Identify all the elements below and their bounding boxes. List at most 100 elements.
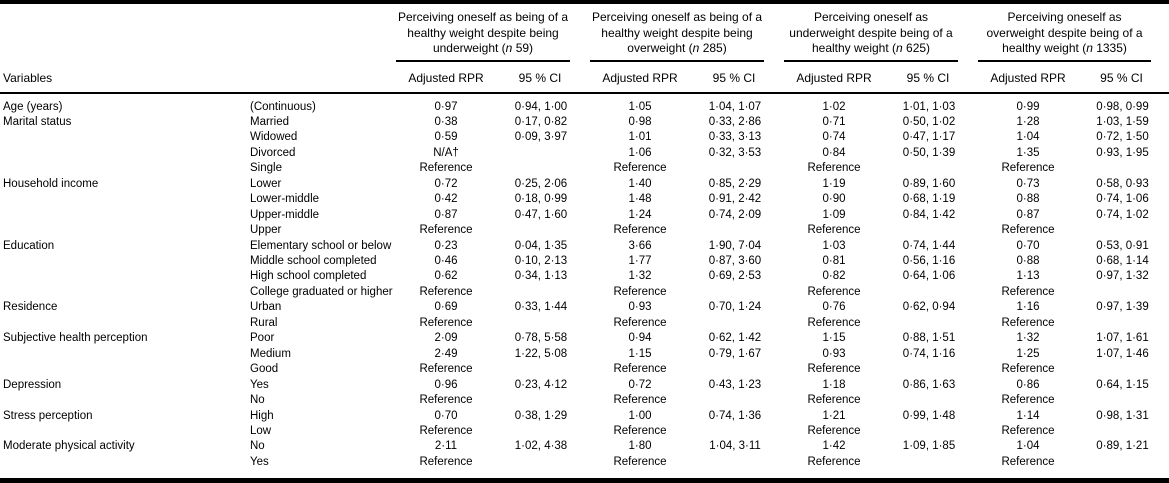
- row-category-label: Poor: [250, 332, 275, 345]
- ci-value: 1·04, 1·07: [708, 100, 762, 113]
- ci-value: [498, 146, 588, 161]
- adjusted-rpr-value: 0·46: [434, 255, 458, 268]
- adjusted-rpr-value: Reference: [1001, 224, 1055, 237]
- adjusted-rpr-value: Reference: [1001, 162, 1055, 175]
- row-variable-label: [0, 393, 250, 408]
- ci-value: 0·97, 1·32: [1096, 270, 1149, 283]
- ci-value: 0·62, 1·42: [708, 332, 762, 345]
- adjusted-rpr-value: 0·99: [1016, 100, 1040, 113]
- row-variable-label: [0, 208, 250, 223]
- group-title-2: Perceiving oneself as being of a healthy…: [590, 10, 765, 62]
- variables-header: Variables: [0, 61, 250, 94]
- ci-value: 0·62, 0·94: [902, 301, 956, 314]
- ci-value: 0·93, 1·95: [1096, 146, 1149, 159]
- adjusted-rpr-value: Reference: [613, 425, 667, 438]
- row-variable-label: [0, 362, 250, 377]
- ci-value: 0·74, 1·16: [902, 347, 956, 360]
- ci-value: 0·98, 0·99: [1096, 100, 1149, 113]
- row-variable-label: Depression: [3, 378, 62, 391]
- adjusted-rpr-value: 0·90: [822, 193, 846, 206]
- row-variable-label: [0, 254, 250, 269]
- ci-header-2: 95 % CI: [692, 61, 783, 94]
- ci-value: [1080, 285, 1169, 300]
- ci-value: 0·23, 4·12: [514, 378, 568, 391]
- table-row: Depression Yes 0·96 0·23, 4·12 0·72 0·43, 1·2…: [0, 378, 1169, 393]
- ci-value: 1·07, 1·61: [1096, 332, 1149, 345]
- ci-value: 1·02, 4·38: [514, 440, 568, 453]
- row-variable-label: [0, 269, 250, 284]
- table-row: Subjective health perception Poor 2·09 0·78…: [0, 331, 1169, 346]
- table-row: Rural Reference Reference Reference Referenc…: [0, 316, 1169, 331]
- adjusted-rpr-value: 1·48: [628, 193, 652, 206]
- column-header-row: Variables Adjusted RPR 95 % CI Adjusted …: [0, 61, 1169, 94]
- row-category-label: High: [250, 409, 274, 422]
- ci-value: [886, 316, 976, 331]
- row-category-label: Upper: [250, 224, 282, 237]
- adjusted-rpr-value: 1·40: [628, 177, 652, 190]
- row-variable-label: Stress perception: [3, 409, 93, 422]
- table-row: Household income Lower 0·72 0·25, 2·06 1·40 0…: [0, 177, 1169, 192]
- ci-value: [1080, 316, 1169, 331]
- adjusted-rpr-value: 0·42: [434, 193, 458, 206]
- adjusted-rpr-value: Reference: [807, 363, 861, 376]
- row-variable-label: [0, 223, 250, 238]
- adjusted-rpr-value: Reference: [613, 285, 667, 298]
- ci-value: 0·87, 3·60: [708, 255, 762, 268]
- row-category-label: Low: [250, 425, 272, 438]
- adjusted-rpr-value: 0·84: [822, 146, 846, 159]
- adjusted-rpr-value: Reference: [1001, 425, 1055, 438]
- group-header-spacer: [0, 4, 394, 62]
- adjusted-rpr-value: 1·19: [822, 177, 846, 190]
- adjusted-rpr-value: 1·80: [628, 440, 652, 453]
- table-row: Medium 2·49 1·22, 5·08 1·15 0·79, 1·67 0·93 0·…: [0, 347, 1169, 362]
- ci-value: 0·91, 2·42: [708, 193, 762, 206]
- adjusted-rpr-value: Reference: [419, 394, 473, 407]
- adjusted-rpr-value: 1·03: [822, 239, 846, 252]
- adjusted-rpr-header-3: Adjusted RPR: [782, 61, 887, 94]
- adjusted-rpr-value: 1·04: [1016, 440, 1040, 453]
- group-header-3: Perceiving oneself as underweight despit…: [782, 4, 976, 62]
- row-category-label: Lower-middle: [250, 193, 320, 206]
- adjusted-rpr-value: 1·09: [822, 208, 846, 221]
- ci-value: 0·79, 1·67: [708, 347, 762, 360]
- ci-value: 0·56, 1·16: [902, 255, 956, 268]
- group-title-4: Perceiving oneself as overweight despite…: [978, 10, 1152, 62]
- ci-value: 0·50, 1·02: [902, 115, 956, 128]
- row-category-label: Yes: [250, 378, 269, 391]
- row-category-label: Yes: [250, 455, 269, 468]
- row-variable-label: [0, 424, 250, 439]
- adjusted-rpr-value: Reference: [613, 162, 667, 175]
- adjusted-rpr-value: 1·04: [1016, 131, 1040, 144]
- adjusted-rpr-value: 1·42: [822, 440, 846, 453]
- group-header-2: Perceiving oneself as being of a healthy…: [588, 4, 782, 62]
- ci-value: 1·07, 1·46: [1096, 347, 1149, 360]
- adjusted-rpr-value: 0·59: [434, 131, 458, 144]
- group-title-1: Perceiving oneself as being of a healthy…: [396, 10, 570, 62]
- adjusted-rpr-value: Reference: [1001, 455, 1055, 468]
- ci-value: [498, 223, 588, 238]
- adjusted-rpr-value: 1·25: [1016, 347, 1040, 360]
- ci-value: 0·18, 0·99: [514, 193, 568, 206]
- ci-value: 1·09, 1·85: [902, 440, 956, 453]
- ci-value: [498, 424, 588, 439]
- ci-value: 0·47, 1·60: [514, 208, 568, 221]
- adjusted-rpr-value: 0·86: [1016, 378, 1040, 391]
- row-variable-label: Moderate physical activity: [3, 440, 135, 453]
- ci-value: 0·89, 1·21: [1096, 440, 1149, 453]
- table-row: Age (years) (Continuous) 0·97 0·94, 1·00 1·0…: [0, 93, 1169, 115]
- adjusted-rpr-value: 1·01: [628, 131, 652, 144]
- ci-value: [498, 393, 588, 408]
- row-variable-label: [0, 146, 250, 161]
- adjusted-rpr-value: 0·93: [628, 301, 652, 314]
- adjusted-rpr-value: Reference: [807, 224, 861, 237]
- adjusted-rpr-value: Reference: [613, 455, 667, 468]
- row-category-label: Widowed: [250, 131, 298, 144]
- row-category-label: Middle school completed: [250, 255, 377, 268]
- row-variable-label: [0, 285, 250, 300]
- ci-value: 0·10, 2·13: [514, 255, 568, 268]
- ci-value: 0·94, 1·00: [514, 100, 568, 113]
- ci-value: 0·74, 1·02: [1096, 208, 1149, 221]
- adjusted-rpr-value: 0·87: [1016, 208, 1040, 221]
- adjusted-rpr-header-4: Adjusted RPR: [976, 61, 1081, 94]
- adjusted-rpr-value: Reference: [1001, 316, 1055, 329]
